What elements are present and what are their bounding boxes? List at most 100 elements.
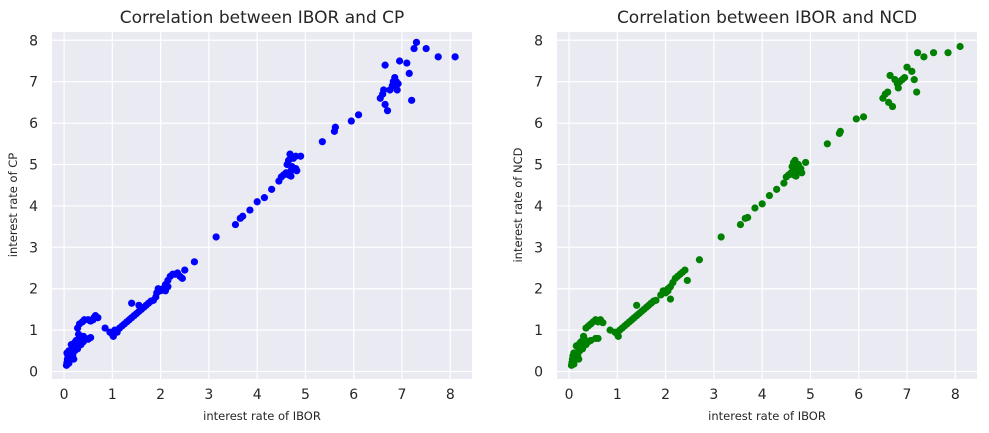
x-tick-labels: 0 1 2 3 4 5 6 7 8	[565, 387, 960, 403]
x-tick-label: 7	[903, 387, 912, 403]
data-points	[567, 42, 964, 369]
x-tick-label: 6	[854, 387, 863, 403]
y-tick-label: 7	[534, 75, 543, 91]
data-point	[434, 53, 442, 61]
data-point	[765, 191, 774, 200]
data-point	[403, 59, 411, 67]
data-point	[944, 49, 952, 57]
y-tick-label: 8	[534, 33, 543, 49]
data-point	[751, 204, 759, 212]
data-point	[894, 84, 902, 92]
data-point	[886, 71, 894, 80]
y-tick-label: 0	[534, 365, 543, 381]
x-tick-label: 4	[253, 387, 262, 403]
data-point	[394, 80, 402, 88]
data-point	[681, 266, 689, 274]
y-tick-label: 3	[29, 240, 38, 256]
x-tick-label: 1	[108, 387, 117, 403]
x-tick-label: 5	[806, 387, 815, 403]
data-point	[405, 69, 413, 78]
x-tick-label: 7	[398, 387, 407, 403]
y-tick-label: 1	[29, 323, 38, 339]
data-point	[914, 49, 922, 57]
data-point	[135, 301, 143, 309]
y-tick-label: 8	[29, 33, 38, 49]
data-point	[79, 338, 87, 346]
x-tick-label: 6	[349, 387, 358, 403]
x-tick-label: 5	[301, 387, 310, 403]
gridlines	[52, 32, 472, 379]
data-point	[87, 333, 95, 342]
data-point	[380, 86, 388, 94]
scatter-plot-ibor-vs-ncd: 0 1 2 3 4 5 6 7 8 0 1 2 3 4 5 6 7 8 Correlation between …	[511, 8, 977, 423]
data-point	[164, 283, 172, 291]
x-tick-label: 0	[565, 387, 574, 403]
data-point	[884, 88, 892, 96]
data-point	[575, 355, 583, 363]
data-point	[798, 169, 806, 177]
y-tick-label: 5	[29, 158, 38, 174]
x-tick-label: 3	[709, 387, 718, 403]
data-point	[101, 324, 109, 332]
data-point	[212, 233, 220, 241]
data-point	[381, 100, 389, 109]
data-point	[664, 287, 672, 295]
data-point	[888, 102, 897, 111]
x-tick-label: 0	[60, 387, 69, 403]
x-tick-label: 2	[156, 387, 165, 403]
y-tick-label: 3	[534, 240, 543, 256]
data-point	[190, 258, 199, 266]
data-point	[683, 276, 691, 285]
data-point	[412, 38, 421, 46]
data-point	[451, 53, 459, 61]
data-point	[347, 117, 355, 125]
data-point	[239, 212, 247, 220]
data-point	[584, 338, 592, 346]
y-tick-label: 4	[534, 199, 543, 215]
x-axis-label: interest rate of IBOR	[203, 409, 321, 423]
data-point	[395, 57, 404, 65]
data-point	[70, 355, 78, 363]
data-point	[594, 334, 602, 343]
x-tick-label: 4	[758, 387, 767, 403]
data-point	[695, 256, 704, 264]
y-tick-label: 2	[534, 282, 543, 298]
data-point	[408, 96, 416, 104]
data-point	[792, 172, 800, 180]
data-point	[579, 332, 588, 340]
data-point	[331, 123, 339, 131]
data-point	[410, 44, 418, 53]
data-point	[852, 115, 860, 123]
data-point	[802, 158, 810, 167]
y-tick-labels: 0 1 2 3 4 5 6 7 8	[29, 33, 38, 380]
y-tick-label: 2	[29, 282, 38, 298]
data-point	[260, 194, 269, 202]
data-point	[94, 314, 102, 322]
data-point	[717, 233, 725, 241]
y-tick-label: 5	[534, 158, 543, 174]
y-axis-label: interest rate of CP	[6, 153, 20, 258]
x-tick-label: 8	[951, 387, 960, 403]
data-point	[69, 345, 77, 353]
y-tick-label: 6	[534, 116, 543, 132]
y-tick-label: 6	[29, 116, 38, 132]
data-point	[599, 319, 607, 327]
chart-title: Correlation between IBOR and NCD	[617, 8, 917, 28]
x-tick-label: 3	[204, 387, 213, 403]
y-axis-label: interest rate of NCD	[511, 147, 525, 262]
data-point	[823, 140, 831, 148]
data-point	[128, 299, 136, 307]
data-point	[956, 42, 964, 51]
x-tick-label: 8	[446, 387, 455, 403]
data-point	[572, 342, 580, 350]
y-tick-label: 0	[29, 365, 38, 381]
data-point	[913, 88, 921, 96]
data-point	[181, 266, 189, 274]
data-point	[773, 185, 781, 193]
scatter-plot-ibor-vs-cp: 0 1 2 3 4 5 6 7 8 0 1 2 3 4 5 6 7 8 Correlation between …	[6, 8, 472, 423]
data-point	[287, 172, 295, 180]
data-point	[859, 113, 868, 121]
data-point	[666, 295, 675, 303]
y-tick-label: 7	[29, 75, 38, 91]
